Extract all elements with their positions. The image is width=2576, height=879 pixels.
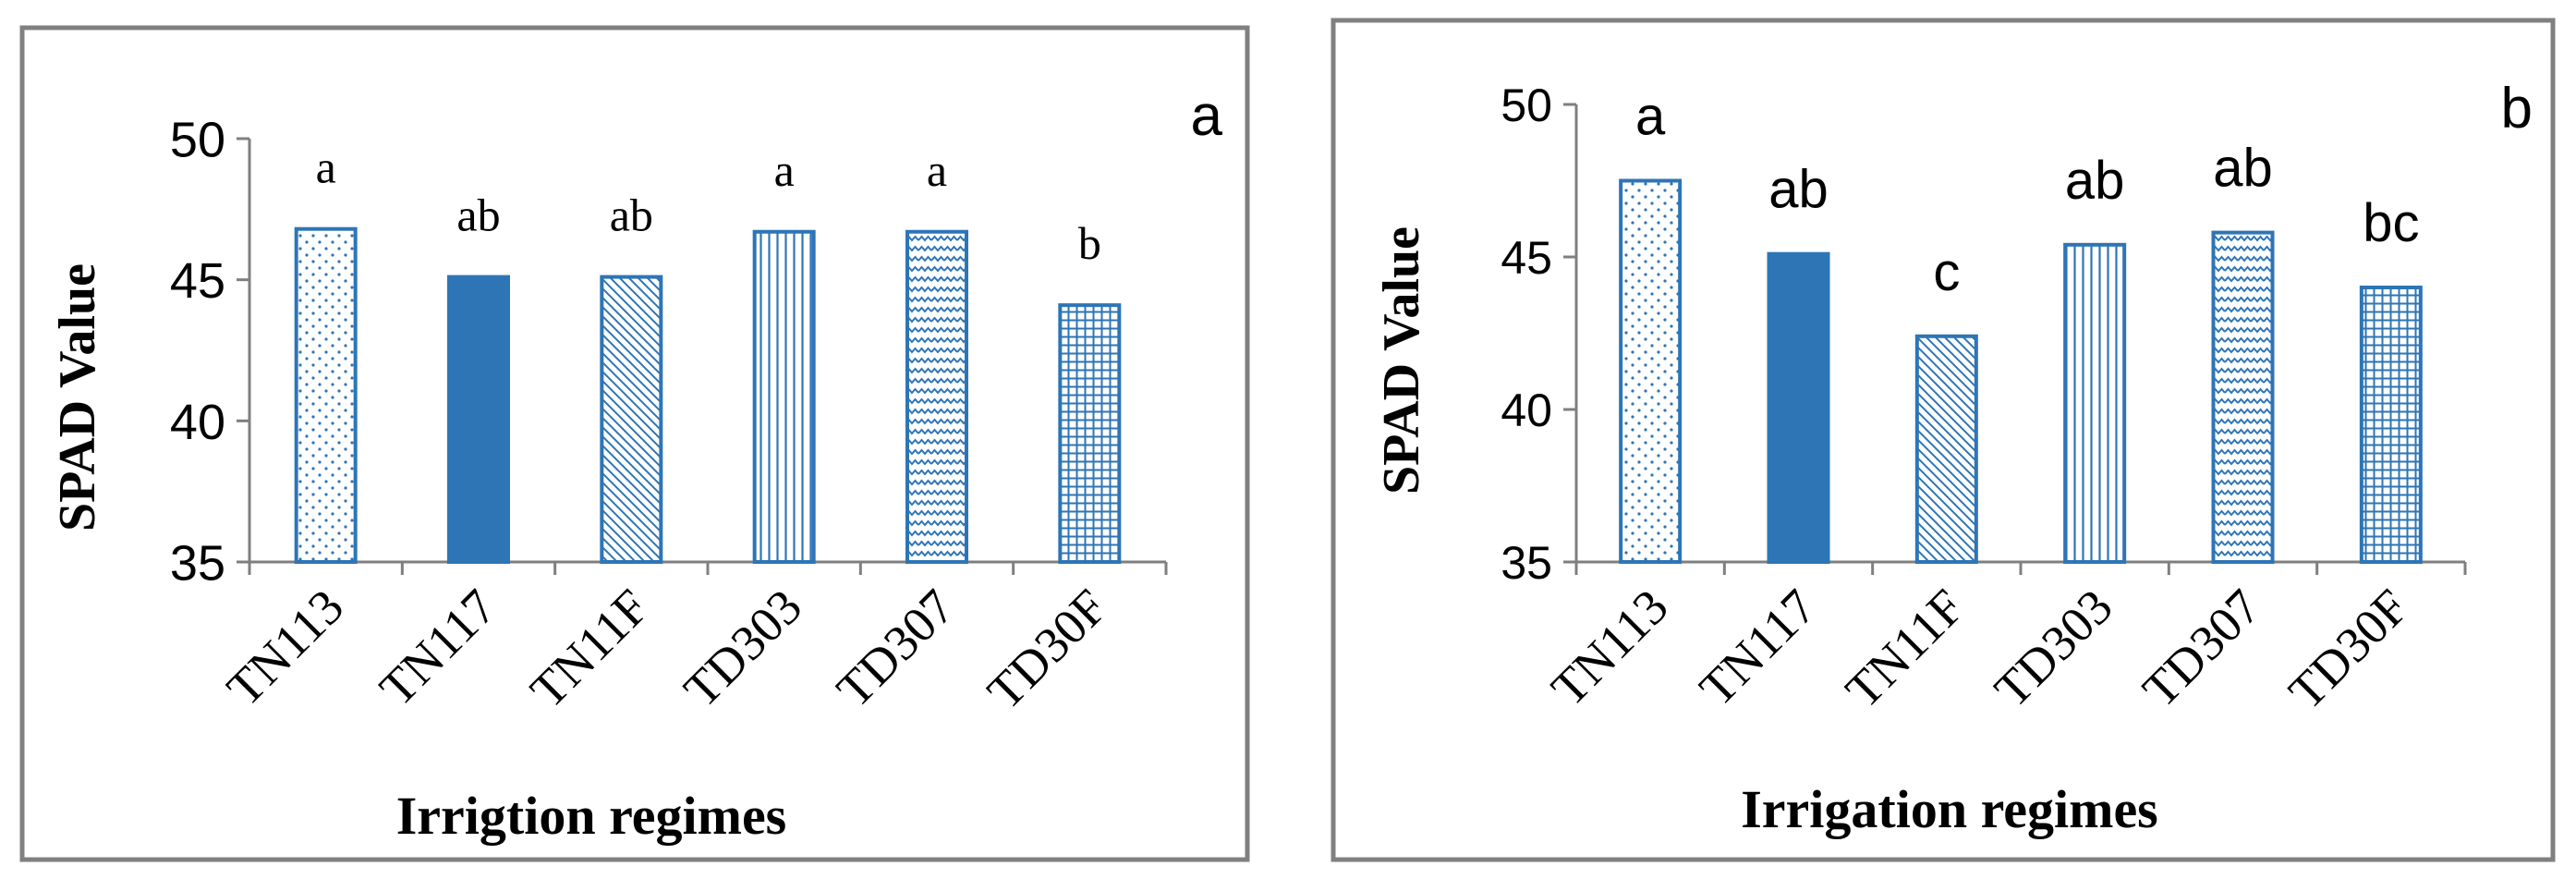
panel-a-y-tick-label: 40	[170, 395, 225, 450]
panel-b-significance-letter: bc	[2363, 193, 2419, 253]
panel-a-significance-letter: a	[316, 141, 336, 193]
panel-b-bar-td303	[2063, 242, 2127, 564]
panel-a-bar-tn113	[294, 226, 358, 564]
panel-b-bar-tn117	[1767, 251, 1830, 564]
panel-b-y-tick-label: 50	[1501, 79, 1552, 131]
panel-b-significance-letter: c	[1933, 242, 1960, 302]
panel-a-significance-letter: a	[774, 144, 795, 196]
panel-a-y-tick-label: 45	[170, 253, 225, 309]
panel-a-significance-letter: ab	[456, 189, 500, 241]
panel-b-y-axis-title: SPAD Value	[1373, 226, 1430, 494]
panel-b-bar-tn113	[1619, 178, 1683, 564]
panel-b-x-axis-title: Irrigation regimes	[1741, 779, 2158, 839]
panel-a-y-tick-label: 50	[170, 112, 225, 167]
panel-a-bar-td30f	[1058, 303, 1122, 564]
panel-b-bar-td30f	[2359, 286, 2423, 564]
panel-b-significance-letter: ab	[2065, 151, 2125, 211]
panel-a-bar-td303	[752, 229, 816, 564]
panel-a-bar-td307	[905, 229, 968, 564]
panel-b-label: b	[2501, 77, 2533, 140]
panel-b-significance-letter: ab	[1768, 160, 1829, 220]
panel-b-significance-letter: ab	[2213, 139, 2273, 199]
panel-b-y-tick-label: 45	[1501, 232, 1552, 284]
panel-a-x-axis-title: Irrigtion regimes	[396, 786, 787, 846]
panel-a-significance-letter: a	[927, 144, 947, 196]
panel-a-significance-letter: b	[1078, 217, 1101, 269]
panel-b-bar-tn11f	[1914, 334, 1978, 564]
panel-a-y-tick-label: 35	[170, 535, 225, 591]
panel-b-y-tick-label: 35	[1501, 537, 1552, 589]
panel-a-label: a	[1191, 84, 1223, 148]
panel-a-significance-letter: ab	[610, 189, 653, 241]
panel-a-bar-tn117	[447, 275, 510, 564]
panel-a-y-axis-title: SPAD Value	[49, 263, 106, 531]
panel-b-significance-letter: a	[1635, 87, 1666, 147]
panel-a-bar-tn11f	[600, 275, 663, 564]
panel-b-bar-td307	[2211, 230, 2275, 564]
panel-b-y-tick-label: 40	[1501, 385, 1552, 436]
